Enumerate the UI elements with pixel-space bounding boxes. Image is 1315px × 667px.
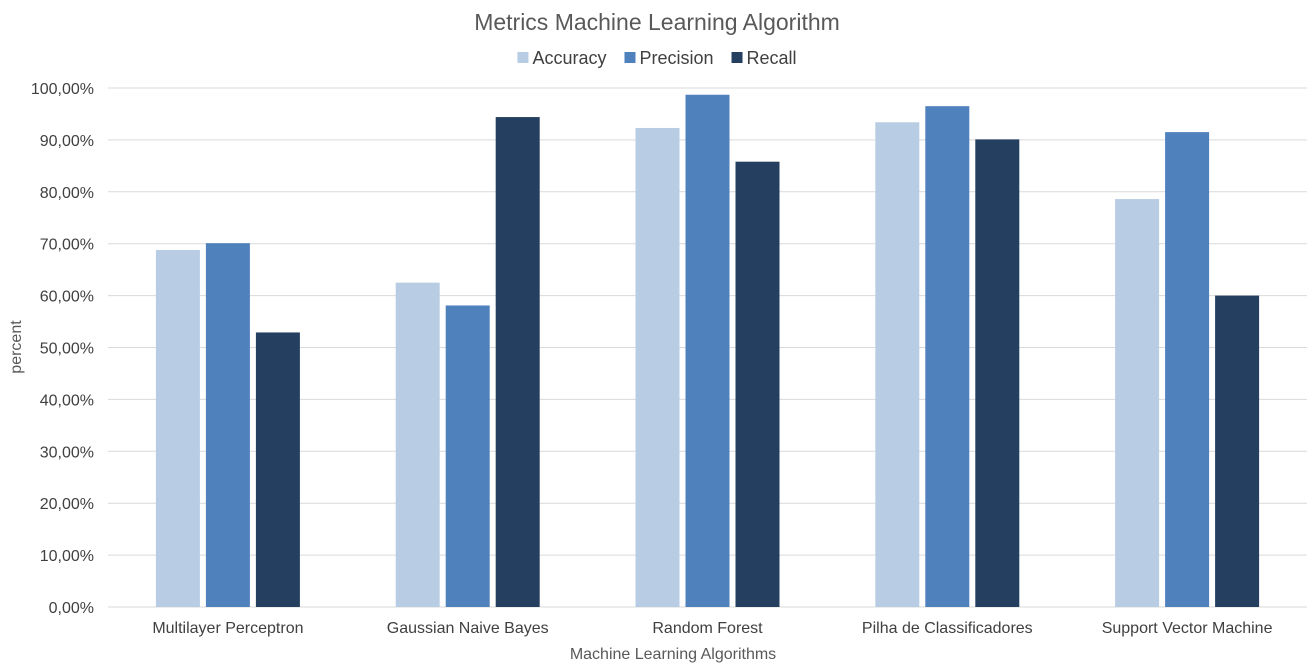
y-axis-ticks: 0,00% 10,00% 20,00% 30,00% 40,00% 50,00% 60,00… (31, 81, 94, 617)
bar-precision-3 (685, 94, 730, 607)
bar-precision-4 (925, 106, 970, 607)
legend-swatch (624, 52, 636, 63)
bar-accuracy-5 (1115, 199, 1160, 608)
y-tick-label: 90,00% (40, 133, 94, 150)
bar-recall-1 (255, 332, 300, 607)
y-tick-label: 50,00% (40, 341, 94, 358)
x-tick-label: Pilha de Classificadores (862, 620, 1033, 637)
legend-label: Recall (747, 48, 797, 68)
y-tick-label: 30,00% (40, 444, 94, 461)
legend: Accuracy Precision Recall (517, 48, 797, 68)
y-tick-label: 100,00% (31, 81, 94, 98)
legend-label: Accuracy (532, 48, 606, 68)
x-tick-label: Support Vector Machine (1102, 620, 1273, 637)
bar-accuracy-2 (395, 282, 440, 607)
bar-accuracy-4 (875, 122, 920, 607)
bar-recall-3 (735, 161, 780, 607)
x-axis-ticks: Multilayer Perceptron Gaussian Naive Baye… (152, 620, 1272, 637)
y-tick-label: 40,00% (40, 392, 94, 409)
bar-recall-5 (1215, 295, 1260, 607)
bar-recall-4 (975, 139, 1020, 608)
legend-swatch (517, 52, 529, 63)
y-tick-label: 0,00% (49, 600, 94, 617)
y-tick-label: 20,00% (40, 496, 94, 513)
y-tick-label: 10,00% (40, 548, 94, 565)
legend-item-precision: Precision (624, 48, 714, 68)
bar-precision-1 (205, 243, 250, 607)
x-tick-label: Gaussian Naive Bayes (387, 620, 549, 637)
y-axis-label: percent (8, 320, 25, 374)
x-tick-label: Random Forest (652, 620, 763, 637)
legend-swatch (731, 52, 743, 63)
bar-recall-2 (495, 117, 540, 608)
chart-title: Metrics Machine Learning Algorithm (474, 9, 840, 35)
y-tick-label: 80,00% (40, 185, 94, 202)
x-tick-label: Multilayer Perceptron (152, 620, 303, 637)
legend-item-accuracy: Accuracy (517, 48, 606, 68)
legend-label: Precision (639, 48, 713, 68)
bars (155, 94, 1260, 608)
legend-item-recall: Recall (731, 48, 797, 68)
y-tick-label: 70,00% (40, 237, 94, 254)
bar-accuracy-3 (635, 127, 680, 607)
bar-accuracy-1 (155, 249, 200, 608)
x-axis-label: Machine Learning Algorithms (570, 646, 776, 663)
bar-precision-5 (1165, 132, 1210, 608)
bar-precision-2 (445, 305, 490, 607)
y-tick-label: 60,00% (40, 289, 94, 306)
